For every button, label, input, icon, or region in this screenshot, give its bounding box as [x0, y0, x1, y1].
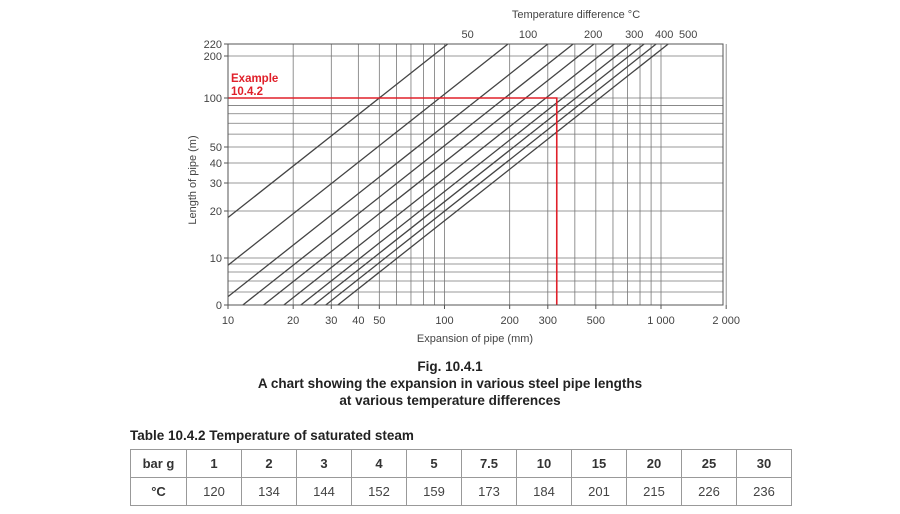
saturated-steam-table: bar g 1 2 3 4 5 7.5 10 15 20 25 30 °C 120 134 144 152 15…: [130, 449, 792, 506]
y-axis-label: Length of pipe (m): [187, 135, 199, 224]
temperature-line-300: [283, 43, 615, 306]
grid: [227, 43, 727, 305]
temperature-cell: 184: [516, 477, 572, 506]
y-tick-label: 0: [216, 300, 222, 312]
x-tick-label: 100: [435, 315, 453, 327]
temperature-line-250: [263, 43, 595, 306]
x-tick-label: 500: [587, 315, 605, 327]
x-tick-label: 1 000: [647, 315, 675, 327]
temperature-cell: 144: [296, 477, 352, 506]
temperature-cell: 173: [461, 477, 517, 506]
y-tick-label: 10: [210, 253, 222, 265]
pressure-cell: 30: [736, 449, 792, 478]
x-tick-label: 200: [500, 315, 518, 327]
figure-caption-line1: A chart showing the expansion in various…: [257, 376, 643, 391]
plot-frame: [227, 43, 724, 306]
y-tick-label: 30: [210, 178, 222, 190]
x-tick-label: 40: [352, 315, 364, 327]
temperature-line-350: [300, 43, 632, 306]
temperature-cell: 120: [186, 477, 242, 506]
temperature-line-100: [227, 43, 509, 266]
y-tick-label: 40: [210, 158, 222, 170]
temperature-cell: 152: [351, 477, 407, 506]
chart-title: Temperature difference °C: [512, 9, 640, 21]
y-tick-label: 100: [204, 93, 222, 105]
temperature-cell: 134: [241, 477, 297, 506]
figure-caption-line2: at various temperature differences: [339, 393, 561, 408]
pressure-cell: 2: [241, 449, 297, 478]
temperature-cell: 201: [571, 477, 627, 506]
pressure-cell: 4: [351, 449, 407, 478]
pressure-cell: 5: [406, 449, 462, 478]
x-ticks: 10 20 30 40 50 100 200 300 500 1 000 2 000: [222, 305, 740, 327]
pressure-cell: 15: [571, 449, 627, 478]
table-title: Table 10.4.2 Temperature of saturated st…: [130, 428, 414, 443]
pressure-cell: 3: [296, 449, 352, 478]
pressure-cell: 25: [681, 449, 737, 478]
temperature-label-50: 50: [462, 29, 474, 41]
figure-number: Fig. 10.4.1: [417, 359, 483, 374]
temperature-labels: 50 100 200 300 400 500: [462, 29, 698, 41]
temperature-label-100: 100: [519, 29, 537, 41]
table-row-temperature: °C 120 134 144 152 159 173 184 201 215 226 236: [130, 477, 792, 506]
temperature-cell: 159: [406, 477, 462, 506]
temperature-line-50: [227, 43, 449, 219]
x-tick-label: 300: [539, 315, 557, 327]
example-annotation: [228, 97, 558, 305]
temperature-line-500: [337, 43, 669, 306]
x-axis-label: Expansion of pipe (mm): [417, 333, 533, 345]
x-tick-label: 10: [222, 315, 234, 327]
x-tick-label: 20: [287, 315, 299, 327]
temperature-line-400: [313, 43, 645, 306]
y-tick-label: 220: [204, 39, 222, 51]
temperature-label-500: 500: [679, 29, 697, 41]
pressure-cell: 10: [516, 449, 572, 478]
temperature-line-150: [227, 43, 549, 298]
temperature-cell: 215: [626, 477, 682, 506]
example-path: [228, 97, 558, 305]
temperature-cell: 226: [681, 477, 737, 506]
temperature-label-300: 300: [625, 29, 643, 41]
pressure-cell: 1: [186, 449, 242, 478]
pressure-cell: 20: [626, 449, 682, 478]
row-header: °C: [130, 477, 187, 506]
temperature-cell: 236: [736, 477, 792, 506]
y-tick-label: 20: [210, 206, 222, 218]
example-label-line1: Example: [231, 73, 278, 85]
y-tick-label: 50: [210, 142, 222, 154]
x-tick-label: 50: [373, 315, 385, 327]
example-label-line2: 10.4.2: [231, 86, 263, 98]
row-header: bar g: [130, 449, 187, 478]
temperature-label-400: 400: [655, 29, 673, 41]
temperature-label-200: 200: [584, 29, 602, 41]
table-row-pressure: bar g 1 2 3 4 5 7.5 10 15 20 25 30: [130, 449, 792, 478]
x-tick-label: 30: [325, 315, 337, 327]
temperature-line-200: [242, 43, 574, 306]
pressure-cell: 7.5: [461, 449, 517, 478]
temperature-lines: [227, 43, 669, 306]
x-tick-label: 2 000: [712, 315, 740, 327]
temperature-line-450: [325, 43, 657, 306]
y-tick-label: 200: [204, 51, 222, 63]
